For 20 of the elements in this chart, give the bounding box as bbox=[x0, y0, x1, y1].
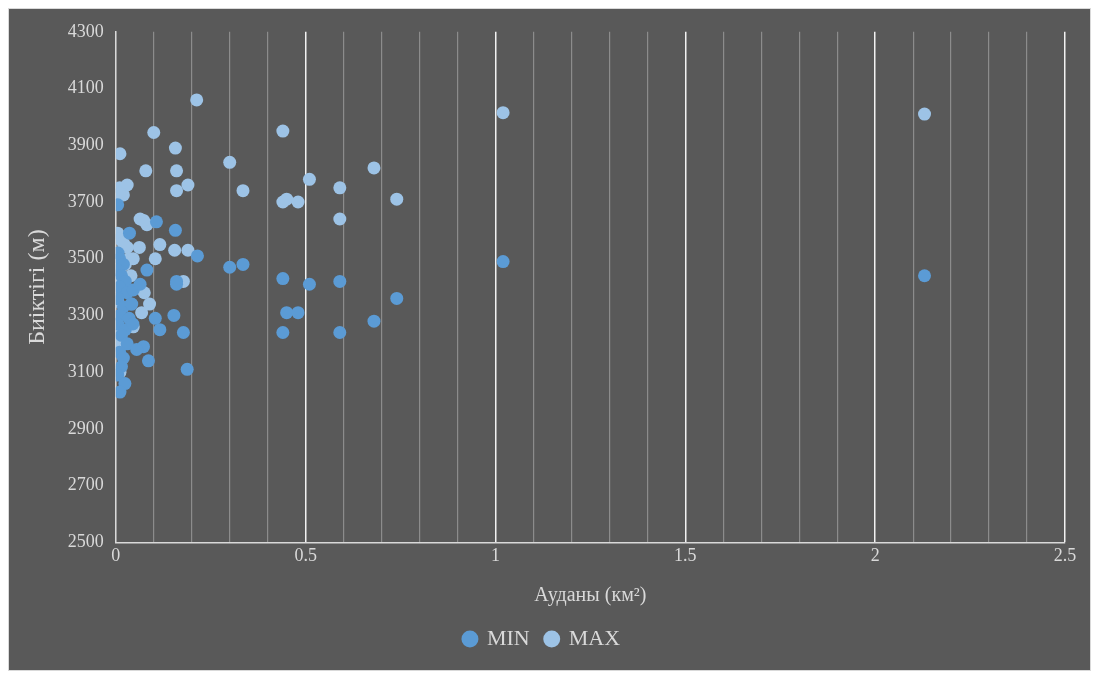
y-tick-label: 4100 bbox=[67, 77, 104, 98]
x-axis-title: Ауданы (км²) bbox=[534, 583, 647, 607]
y-tick-label: 2900 bbox=[67, 417, 104, 438]
x-tick-label: 1.5 bbox=[674, 544, 697, 565]
x-tick-label: 0 bbox=[111, 544, 121, 565]
x-tick-label: 2 bbox=[870, 544, 880, 565]
y-tick-label: 3100 bbox=[67, 360, 104, 381]
legend-label: MIN bbox=[486, 624, 530, 650]
y-axis-title: Биіктігі (м) bbox=[22, 229, 49, 345]
y-tick-label: 3500 bbox=[67, 247, 104, 268]
y-tick-label: 2500 bbox=[67, 531, 104, 552]
y-tick-label: 3300 bbox=[67, 304, 104, 325]
x-tick-label: 0.5 bbox=[294, 544, 317, 565]
y-tick-label: 4300 bbox=[67, 20, 104, 41]
y-tick-label: 3900 bbox=[67, 134, 104, 154]
legend-label: MAX bbox=[568, 624, 621, 650]
x-tick-label: 2.5 bbox=[1053, 544, 1077, 565]
x-tick-label: 1 bbox=[490, 544, 500, 565]
y-tick-label: 2700 bbox=[67, 474, 104, 495]
y-tick-label: 3700 bbox=[67, 190, 104, 211]
